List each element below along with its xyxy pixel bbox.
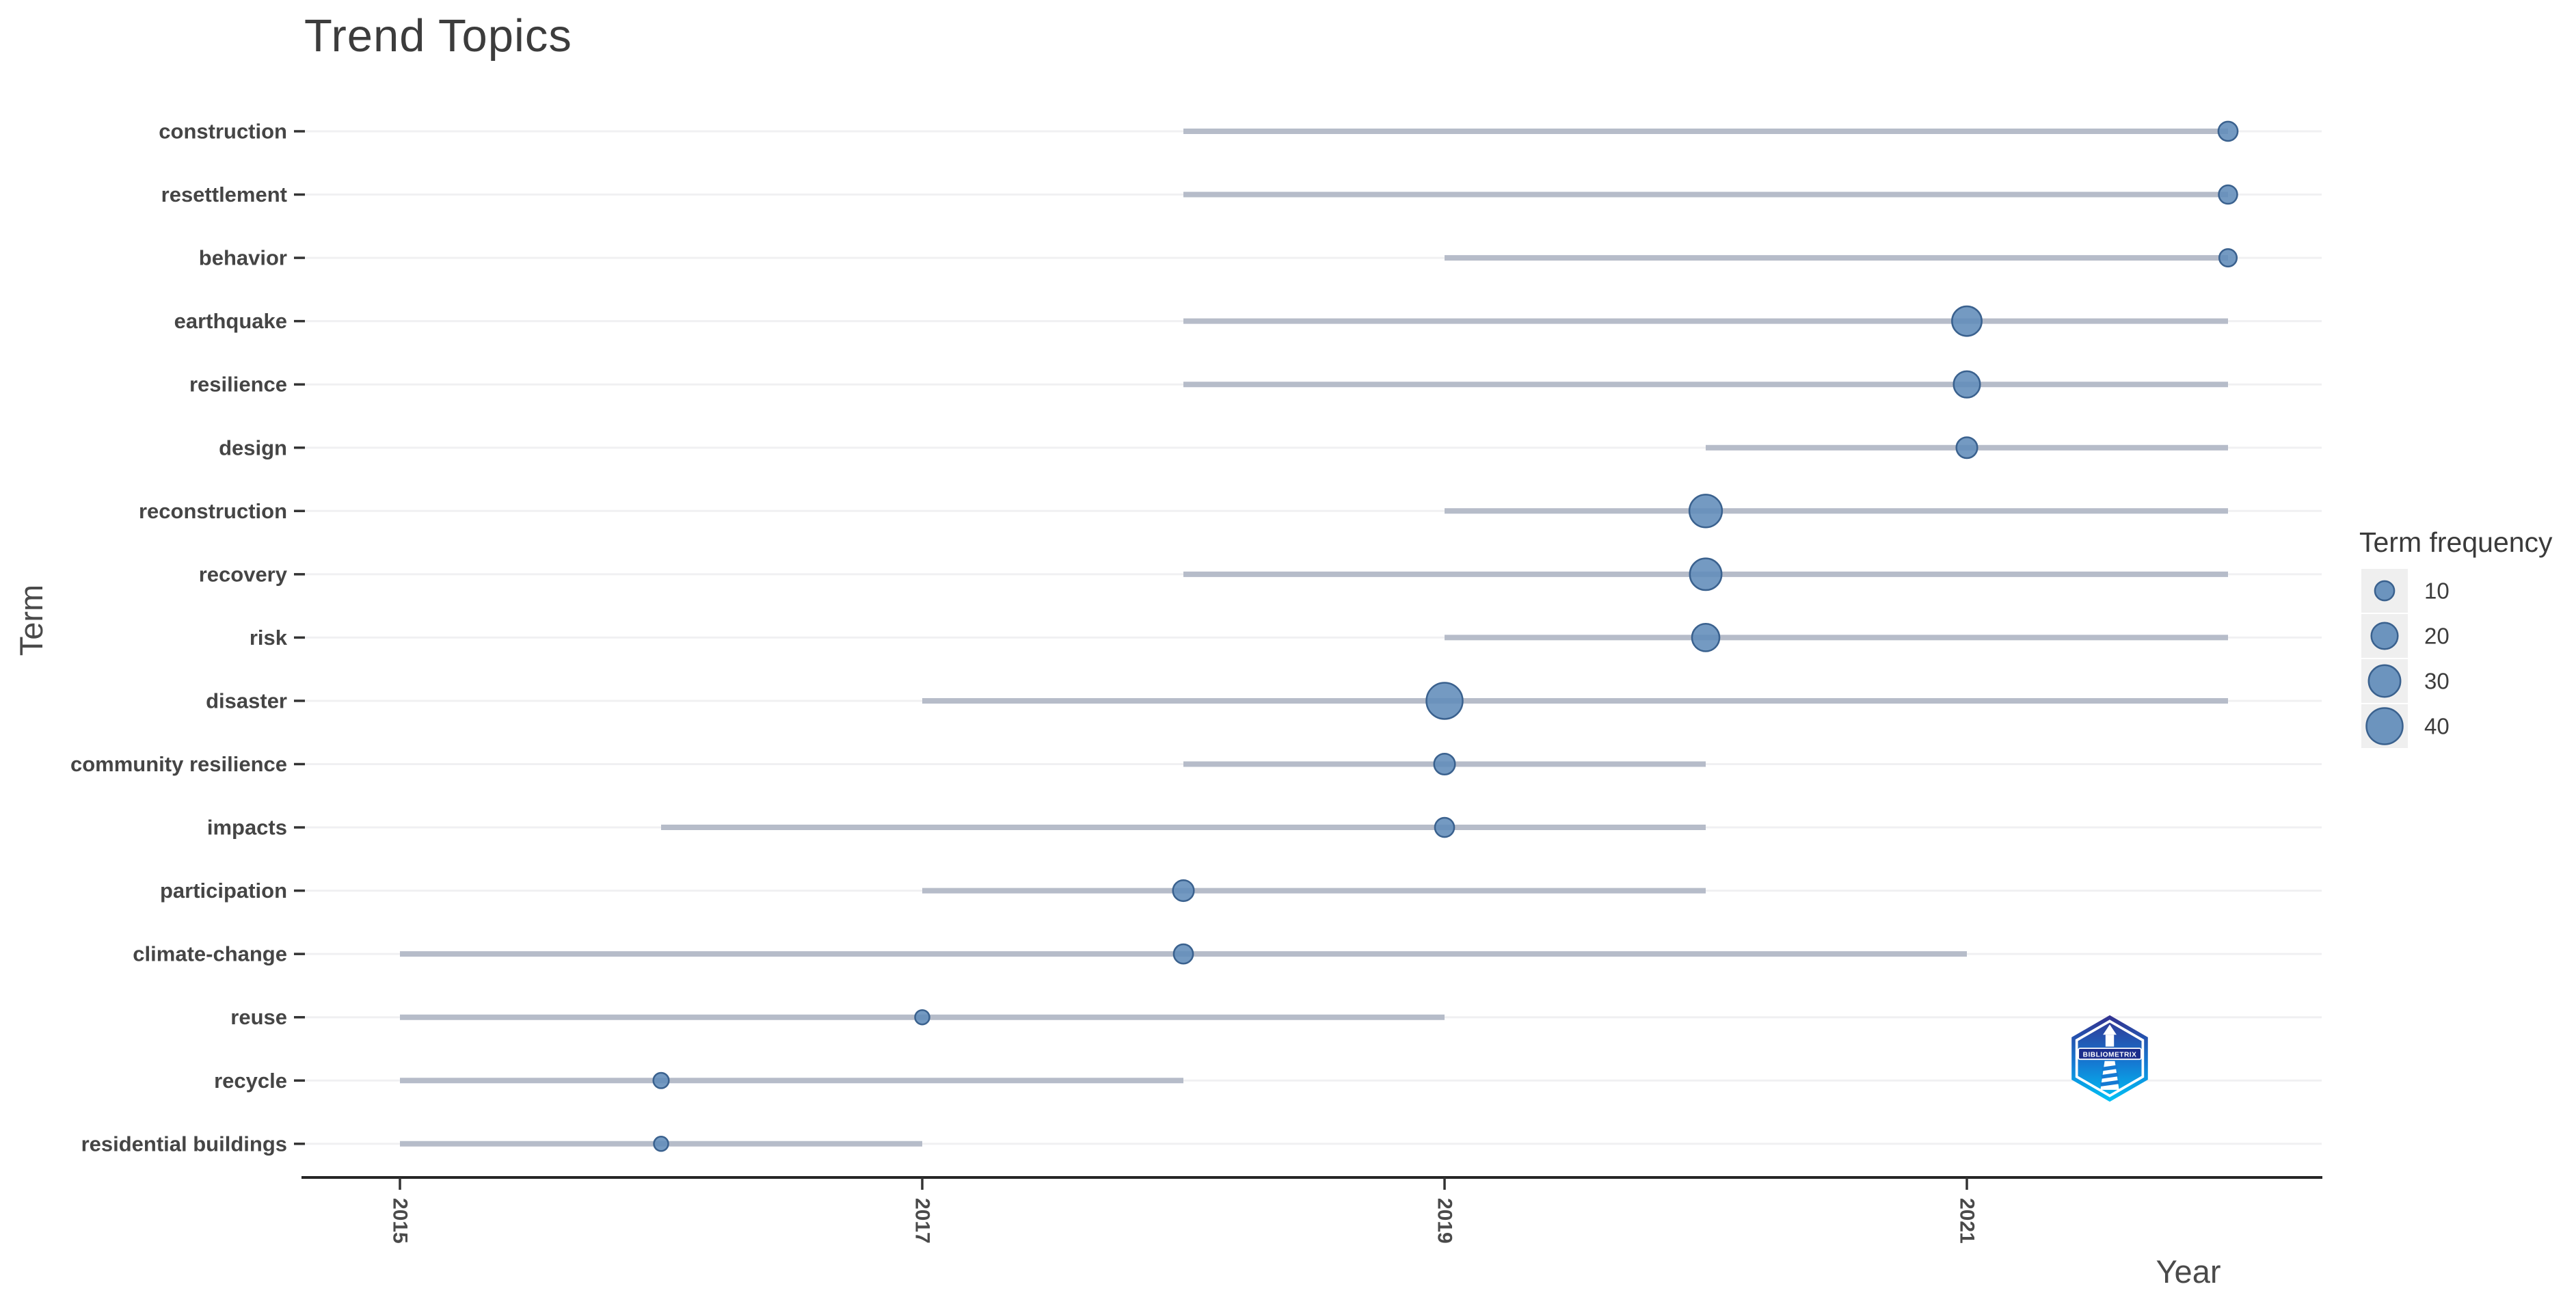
term-frequency-dot [1955,436,1978,459]
bibliometrix-logo: BIBLIOMETRIX [2071,1015,2148,1102]
legend-size-dot [2367,664,2402,698]
term-frequency-dot [1688,494,1723,529]
term-frequency-dot [1434,816,1455,838]
x-tick-label: 2017 [911,1198,934,1244]
term-frequency-dot [1691,623,1721,652]
chart-title: Trend Topics [304,10,572,62]
term-label: recycle [214,1069,287,1093]
legend-size-label: 20 [2424,624,2450,649]
term-label: residential buildings [81,1132,287,1156]
legend-size-label: 10 [2424,578,2450,604]
legend-size-dot [2365,707,2404,745]
legend-size-label: 40 [2424,714,2450,739]
term-label: recovery [199,562,288,586]
term-frequency-dot [653,1136,669,1152]
term-label: risk [250,626,288,650]
logo-inner-hexagon [2075,1020,2145,1097]
term-label: participation [160,879,287,903]
term-label: community resilience [70,752,287,776]
term-label: behavior [199,246,287,270]
term-label: reconstruction [139,499,287,523]
x-tick-label: 2015 [389,1198,412,1244]
term-frequency-dot [1689,557,1723,591]
term-frequency-dot [652,1071,670,1089]
term-frequency-dot [2218,248,2238,268]
term-label: reuse [230,1005,287,1029]
term-frequency-dot [1951,305,1983,337]
x-tick-label: 2021 [1956,1198,1978,1244]
logo-band [2078,1048,2142,1061]
term-label: disaster [206,689,287,712]
legend-size-dot [2370,622,2399,650]
term-frequency-dot [914,1009,930,1026]
x-tick-label: 2019 [1434,1198,1456,1244]
legend-size-label: 30 [2424,669,2450,694]
logo-text: BIBLIOMETRIX [2083,1052,2137,1059]
term-frequency-dot [1172,879,1195,903]
term-label: earthquake [174,309,287,333]
term-frequency-dot [1953,370,1981,399]
legend-title: Term frequency [2359,527,2553,558]
term-frequency-dot [2217,120,2239,142]
term-label: resilience [189,373,287,397]
term-label: construction [159,120,287,144]
term-label: design [219,436,287,459]
lighthouse-icon [2100,1024,2119,1090]
term-frequency-dot [2218,184,2238,205]
legend-size-dot [2374,580,2396,602]
term-frequency-dot [1172,943,1194,965]
term-frequency-dot [1433,752,1456,776]
term-label: impacts [207,816,287,840]
term-frequency-dot [1425,682,1464,720]
x-axis-title: Year [2156,1253,2221,1290]
term-label: climate-change [133,942,287,966]
term-label: resettlement [161,183,287,206]
